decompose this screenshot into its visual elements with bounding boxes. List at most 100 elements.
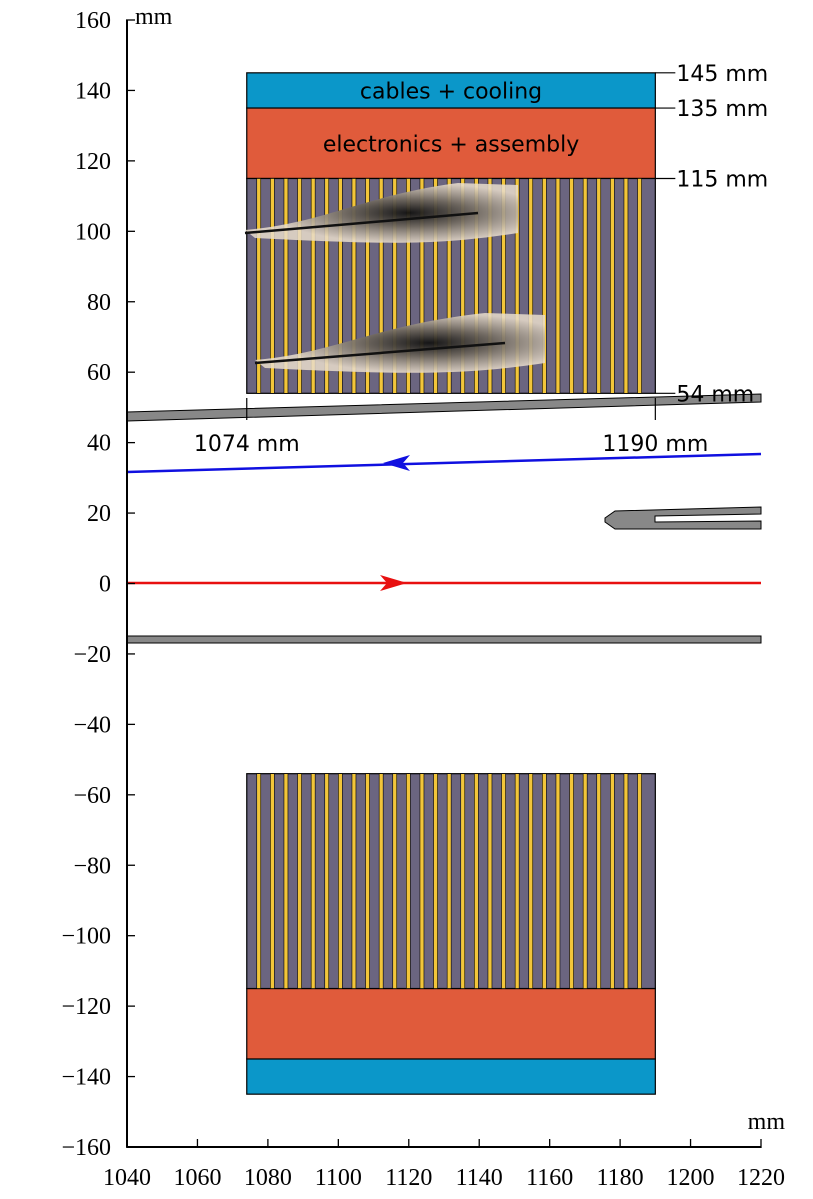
y-tick-label: −20 — [73, 642, 111, 668]
sensor-strip — [582, 178, 588, 394]
sensor-strip — [610, 773, 615, 989]
sensor-strip — [324, 178, 330, 394]
sensor-strip — [555, 773, 561, 989]
sensor-strip — [514, 773, 520, 989]
sensor-strip — [392, 773, 398, 989]
sensor-strip — [569, 178, 574, 394]
sensor-strip — [474, 178, 479, 394]
sensor-strip — [365, 178, 370, 394]
sensor-strip — [256, 178, 262, 394]
sensor-strip — [338, 178, 343, 394]
x-tick-label: 1220 — [737, 1165, 785, 1191]
y-tick-label: 120 — [75, 149, 111, 175]
x-tick-label: 1200 — [667, 1165, 715, 1191]
sensor-strip — [623, 178, 629, 394]
sensor-strip — [297, 773, 302, 989]
y-tick-label: −160 — [61, 1135, 111, 1161]
extent-label: 1074 mm — [194, 432, 300, 457]
sensor-strip — [392, 178, 398, 394]
sensor-strip — [378, 178, 384, 394]
beam-arrow — [380, 575, 407, 591]
sensor-strip — [270, 773, 275, 989]
sensor-strip — [351, 178, 357, 394]
beam-geometry — [126, 393, 762, 644]
sensor-strip — [351, 773, 357, 989]
sensor-strip — [310, 773, 316, 989]
y-tick-label: −80 — [73, 853, 111, 879]
sensor-strip — [460, 178, 466, 394]
sensor-strip — [338, 773, 343, 989]
sensor-strip — [501, 773, 506, 989]
sensor-strip — [487, 178, 493, 394]
sensor-strip — [378, 773, 384, 989]
x-tick-label: 1080 — [244, 1165, 292, 1191]
y-tick-label: −120 — [61, 994, 111, 1020]
sensor-strip — [637, 178, 642, 394]
sensor-strip — [596, 178, 602, 394]
radius-label: 135 mm — [676, 97, 768, 122]
sensor-strip — [297, 178, 302, 394]
x-tick-label: 1060 — [173, 1165, 221, 1191]
x-tick-label: 1160 — [526, 1165, 573, 1191]
y-tick-label: 100 — [75, 219, 111, 245]
radius-label: 115 mm — [676, 167, 768, 192]
sensor-strip — [528, 773, 534, 989]
detector-layer — [246, 1058, 656, 1095]
detector: cables + cooling electronics + assembly — [244, 72, 656, 1095]
shower-core — [254, 341, 506, 365]
sensor-strip — [283, 773, 289, 989]
layer-label: electronics + assembly — [323, 132, 579, 157]
sensor-strip — [501, 178, 506, 394]
detector-layer — [246, 107, 656, 180]
sensor-strip — [569, 773, 574, 989]
sensor-strip — [270, 178, 275, 394]
y-tick-label: −40 — [73, 712, 111, 738]
sensor-strip — [487, 773, 493, 989]
sensor-strip — [310, 178, 316, 394]
x-tick-label: 1040 — [103, 1165, 151, 1191]
sensor-strip — [596, 773, 602, 989]
radius-label: 54 mm — [676, 382, 754, 407]
beam-pipe-lower — [126, 635, 762, 644]
sensor-strip — [637, 773, 642, 989]
x-tick-label: 1180 — [597, 1165, 644, 1191]
y-tick-label: 80 — [87, 290, 111, 316]
y-tick-label: 40 — [87, 431, 111, 457]
shower-core — [244, 211, 479, 235]
y-tick-label: 140 — [75, 78, 111, 104]
layer-label: cables + cooling — [360, 79, 542, 104]
fork-structure — [604, 506, 762, 530]
y-tick-label: −100 — [61, 924, 111, 950]
sensor-strip — [324, 773, 330, 989]
sensor-strip — [528, 178, 534, 394]
extent-label: 1190 mm — [602, 432, 708, 457]
detector-layer — [246, 72, 656, 109]
y-tick-label: −140 — [61, 1065, 111, 1091]
sensor-strip — [406, 178, 411, 394]
detector-layer — [246, 987, 656, 1060]
sensor-strip — [610, 178, 615, 394]
sensor-strip — [542, 178, 547, 394]
beam-arrow — [383, 455, 410, 471]
sensor-strip — [555, 178, 561, 394]
x-tick-label: 1140 — [456, 1165, 503, 1191]
sensor-strip — [514, 178, 520, 394]
outgoing-beam — [126, 452, 762, 474]
x-tick-label: 1100 — [315, 1165, 362, 1191]
radius-label: 145 mm — [676, 62, 768, 87]
sensor-strip — [446, 773, 452, 989]
sensor-strip — [256, 773, 262, 989]
beam-pipe-upper — [126, 393, 762, 422]
sensor-strip — [623, 773, 629, 989]
sensor-strip — [460, 773, 466, 989]
sensor-strip — [283, 178, 289, 394]
y-tick-label: 20 — [87, 501, 111, 527]
y-tick-label: 60 — [87, 360, 111, 386]
sensor-strip — [582, 773, 588, 989]
sensor-strip — [419, 773, 425, 989]
sensor-strip — [446, 178, 452, 394]
y-tick-label: 160 — [75, 8, 111, 34]
y-tick-label: −60 — [73, 783, 111, 809]
